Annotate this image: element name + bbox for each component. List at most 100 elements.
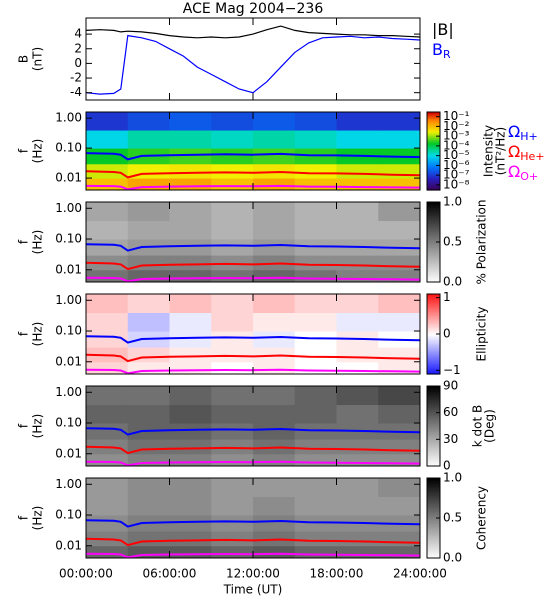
heatmap-cell	[378, 496, 420, 516]
heatmap-cell	[169, 202, 212, 222]
panel: 1.00 0.10 0.01 f (Hz) 0 30 60 90 k dot B(Deg)	[17, 379, 497, 473]
colorbar-tick-label: 60	[443, 405, 458, 419]
y-tick-label: 0	[74, 56, 82, 70]
y-axis-unit: (Hz)	[31, 506, 45, 531]
colorbar-slice	[427, 162, 440, 165]
heatmap-cell	[336, 531, 379, 547]
colorbar-slice	[427, 450, 440, 452]
heatmap-cell	[294, 531, 337, 547]
legend-subscript: O+	[520, 170, 538, 183]
colorbar-slice	[427, 218, 440, 220]
colorbar-frame	[426, 111, 441, 191]
x-tick-label: 06:00:00	[143, 567, 197, 581]
colorbar-slice	[427, 546, 440, 548]
heatmap-cell	[169, 255, 212, 271]
colorbar-slice	[427, 336, 440, 339]
legend-entry: ΩHe+	[508, 142, 545, 164]
colorbar-slice	[427, 535, 440, 538]
heatmap-cell	[378, 178, 420, 190]
colorbar-slice	[427, 487, 440, 490]
colorbar-slice	[427, 423, 440, 426]
colorbar-slice	[427, 368, 440, 371]
heatmap-cell	[127, 294, 170, 314]
colorbar-slice	[427, 439, 440, 442]
y-axis-label: f	[17, 423, 31, 428]
colorbar-slice	[427, 255, 440, 258]
colorbar-slice	[427, 236, 440, 239]
heatmap-cell	[378, 202, 420, 222]
heatmap-cell	[294, 478, 337, 498]
heatmap-cell	[336, 294, 379, 314]
heatmap-cell	[211, 453, 254, 466]
legend-name: B	[432, 40, 443, 59]
colorbar-slice	[427, 270, 440, 272]
heatmap-cell	[378, 163, 420, 179]
colorbar-tick-label: 10⁻³	[443, 129, 470, 143]
heatmap-cell	[169, 220, 212, 240]
series-line	[86, 152, 420, 161]
colorbar-slice	[427, 508, 440, 511]
heatmap-cell	[169, 531, 212, 547]
colorbar-slice	[427, 227, 440, 230]
heatmap-cell	[169, 545, 212, 558]
colorbar-tick-label: 0.0	[443, 275, 462, 289]
colorbar-slice	[427, 138, 440, 140]
colorbar-slice	[427, 322, 440, 324]
colorbar-slice	[427, 232, 440, 235]
colorbar-slice	[427, 279, 440, 282]
y-axis-unit: (Hz)	[31, 139, 45, 164]
heatmap-cell	[211, 239, 254, 256]
heatmap-cell	[253, 404, 296, 424]
plot-area	[86, 202, 420, 282]
colorbar-slice	[427, 117, 440, 120]
colorbar-slice	[427, 135, 440, 138]
colorbar-slice	[427, 339, 440, 342]
colorbar-slice	[427, 394, 440, 396]
heatmap-cell	[211, 515, 254, 532]
colorbar-slice	[427, 166, 440, 169]
heatmap-cell	[211, 386, 254, 406]
colorbar-slice	[427, 266, 440, 268]
colorbar-slice	[427, 519, 440, 522]
colorbar-slice	[427, 422, 440, 424]
colorbar-slice	[427, 246, 440, 248]
colorbar-slice	[427, 147, 440, 149]
colorbar-slice	[427, 312, 440, 315]
colorbar-slice	[427, 121, 440, 123]
heatmap-cell	[169, 331, 212, 348]
heatmap-cell	[253, 439, 296, 455]
colorbar-slice	[427, 419, 440, 422]
colorbar-slice	[427, 242, 440, 244]
heatmap-cell	[253, 112, 296, 131]
heatmap-cell	[336, 453, 379, 466]
colorbar-tick-label: −1	[443, 363, 461, 377]
heatmap-cell	[378, 312, 420, 332]
colorbar-slice	[427, 479, 440, 482]
heatmap-cell	[127, 312, 170, 332]
heatmap-cell	[169, 478, 212, 498]
colorbar-slice	[427, 216, 440, 219]
colorbar-slice	[427, 318, 440, 320]
heatmap-cell	[86, 312, 129, 332]
heatmap-cell	[253, 545, 296, 558]
colorbar-slice	[427, 496, 440, 499]
heatmap-cell	[336, 112, 379, 131]
heatmap-cell	[211, 423, 254, 440]
colorbar-slice	[427, 548, 440, 551]
heatmap-cell	[211, 347, 254, 363]
heatmap-cell	[211, 202, 254, 222]
colorbar-slice	[427, 362, 440, 364]
colorbar-slice	[427, 240, 440, 243]
colorbar-tick-label: 30	[443, 432, 458, 446]
colorbar-tick-label: 90	[443, 379, 458, 393]
colorbar-slice	[427, 359, 440, 362]
colorbar-slice	[427, 128, 440, 131]
heatmap-cell	[336, 347, 379, 363]
heatmap-cell	[86, 478, 129, 498]
colorbar-slice	[427, 226, 440, 228]
legend-name: |B|	[432, 20, 454, 39]
heatmap-cell	[253, 220, 296, 240]
plot-area	[86, 478, 420, 558]
heatmap-cell	[336, 130, 379, 149]
